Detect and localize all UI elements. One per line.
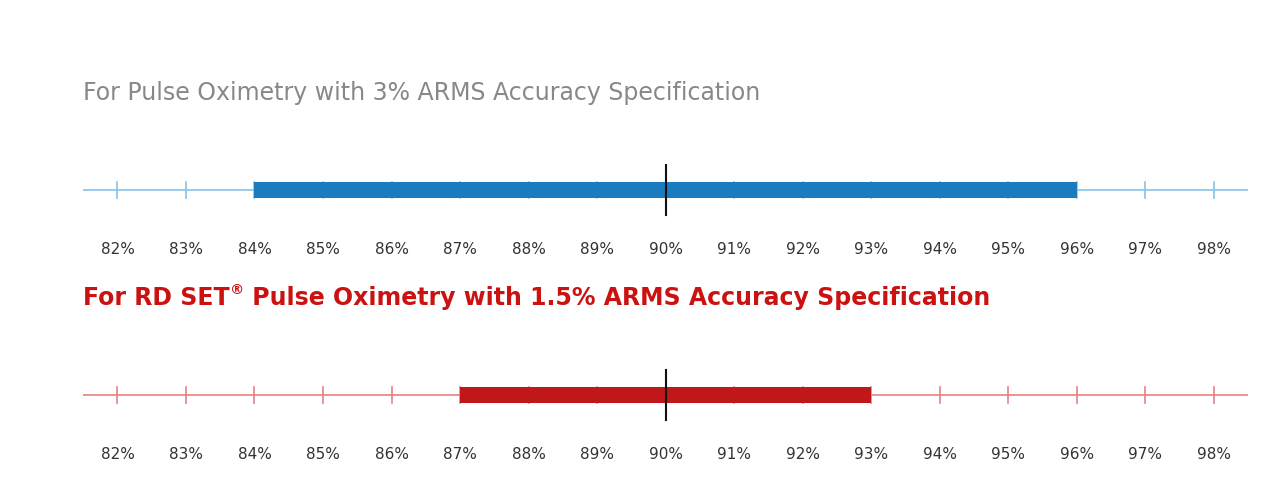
Text: ®: ® — [230, 284, 244, 298]
Text: For RD SET: For RD SET — [83, 286, 230, 310]
Bar — [460, 387, 872, 403]
Text: For Pulse Oximetry with 3% ARMS Accuracy Specification: For Pulse Oximetry with 3% ARMS Accuracy… — [83, 81, 760, 105]
Bar — [255, 182, 1076, 198]
Text: Pulse Oximetry with 1.5% ARMS Accuracy Specification: Pulse Oximetry with 1.5% ARMS Accuracy S… — [244, 286, 991, 310]
